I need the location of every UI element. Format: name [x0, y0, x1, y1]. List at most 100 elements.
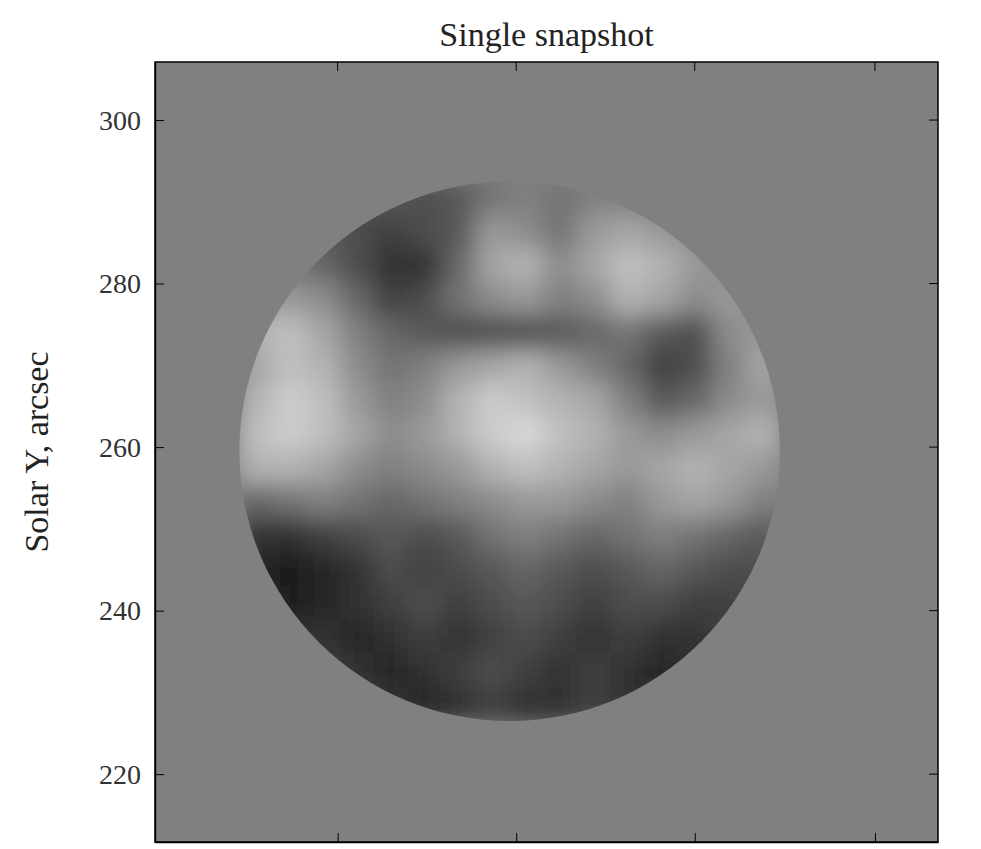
x-tick [875, 833, 876, 842]
cell [273, 653, 308, 688]
x-tick [516, 833, 517, 842]
cell [273, 316, 308, 351]
y-tick-mark [155, 447, 164, 448]
cell [678, 687, 713, 722]
cell [441, 316, 476, 351]
cell [644, 248, 679, 283]
cell [374, 619, 409, 654]
cell [577, 181, 612, 216]
cell [610, 518, 645, 553]
cell [712, 585, 747, 620]
x-tick-mark-top [694, 62, 695, 71]
cell [712, 484, 747, 519]
cell [441, 383, 476, 418]
cell [746, 383, 781, 418]
cell [543, 214, 578, 249]
cell [577, 518, 612, 553]
cell [374, 653, 409, 688]
cell [306, 181, 341, 216]
cell [273, 585, 308, 620]
cell [408, 518, 443, 553]
cell [239, 316, 274, 351]
cell [712, 653, 747, 688]
cell [577, 585, 612, 620]
cell [340, 417, 375, 452]
cell [475, 383, 510, 418]
cell [239, 552, 274, 587]
cell [239, 585, 274, 620]
cell [746, 349, 781, 384]
cell [306, 518, 341, 553]
y-axis-title: Solar Y, arcsec [18, 351, 55, 552]
cell [441, 181, 476, 216]
cell [441, 518, 476, 553]
cell [543, 552, 578, 587]
cell [610, 687, 645, 722]
cell [374, 349, 409, 384]
cell [408, 282, 443, 317]
cell [746, 181, 781, 216]
cell [408, 417, 443, 452]
cell [610, 585, 645, 620]
cell [746, 248, 781, 283]
y-tick-mark [155, 774, 164, 775]
cell [374, 451, 409, 486]
cell [273, 417, 308, 452]
cells [239, 181, 781, 722]
cell [408, 687, 443, 722]
y-tick-label: 300 [99, 105, 141, 136]
y-tick-mark [155, 120, 164, 121]
cell [273, 518, 308, 553]
cell [306, 248, 341, 283]
y-tick: 240 [99, 595, 164, 626]
cell [374, 585, 409, 620]
cell [475, 653, 510, 688]
cell [746, 316, 781, 351]
cell [678, 484, 713, 519]
cell [306, 417, 341, 452]
cell [475, 585, 510, 620]
cell [340, 181, 375, 216]
cell [306, 552, 341, 587]
cell [712, 518, 747, 553]
cell [712, 214, 747, 249]
cell [441, 687, 476, 722]
cell [408, 451, 443, 486]
cell [577, 248, 612, 283]
y-tick-mark-right [929, 283, 938, 284]
y-axis: 220240260280300 [99, 63, 164, 843]
cell [374, 181, 409, 216]
cell [273, 552, 308, 587]
cell [712, 552, 747, 587]
cell [239, 383, 274, 418]
cell [712, 316, 747, 351]
cell [678, 349, 713, 384]
cell [543, 383, 578, 418]
cell [475, 518, 510, 553]
cell [746, 484, 781, 519]
cell [644, 552, 679, 587]
cell [475, 552, 510, 587]
cell [678, 383, 713, 418]
cell [306, 383, 341, 418]
cell [408, 585, 443, 620]
y-tick-mark-right [929, 774, 938, 775]
cell [340, 248, 375, 283]
cell [644, 451, 679, 486]
cell [306, 687, 341, 722]
cell [374, 214, 409, 249]
cell [644, 619, 679, 654]
cell [509, 383, 544, 418]
cell [712, 248, 747, 283]
cell [678, 417, 713, 452]
cell [441, 451, 476, 486]
cell [273, 349, 308, 384]
cell [543, 316, 578, 351]
cell [408, 484, 443, 519]
cell [239, 484, 274, 519]
cell [441, 417, 476, 452]
cell [746, 214, 781, 249]
cell [644, 383, 679, 418]
cell [746, 417, 781, 452]
cell [577, 383, 612, 418]
